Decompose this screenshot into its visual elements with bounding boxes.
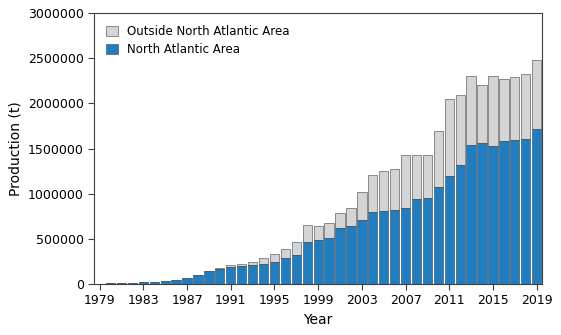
Bar (117, 283, 126, 284)
Bar (324, 223, 334, 238)
Bar (314, 240, 323, 284)
Bar (194, 275, 203, 284)
Bar (423, 155, 432, 198)
Bar (434, 187, 443, 284)
Bar (172, 280, 181, 284)
Bar (368, 175, 378, 212)
Bar (499, 79, 509, 141)
Bar (346, 208, 356, 226)
Bar (379, 171, 388, 211)
Y-axis label: Production (t): Production (t) (8, 101, 22, 196)
Bar (445, 99, 454, 177)
Bar (488, 146, 498, 284)
Bar (401, 155, 410, 208)
Bar (488, 76, 498, 146)
Bar (324, 238, 334, 284)
Bar (292, 242, 301, 255)
Bar (139, 282, 148, 284)
Bar (357, 220, 366, 284)
Bar (357, 192, 366, 220)
Bar (368, 212, 378, 284)
Bar (270, 254, 279, 262)
Bar (226, 267, 236, 284)
Bar (215, 268, 224, 269)
Bar (467, 76, 476, 145)
Bar (204, 271, 214, 284)
Bar (259, 259, 268, 264)
Bar (467, 145, 476, 284)
Bar (477, 85, 487, 143)
Bar (182, 278, 192, 284)
Bar (226, 265, 236, 267)
Bar (128, 283, 137, 284)
Bar (456, 165, 465, 284)
Bar (259, 264, 268, 284)
Bar (510, 140, 519, 284)
Bar (160, 281, 170, 284)
Bar (401, 208, 410, 284)
Bar (390, 210, 399, 284)
Bar (532, 129, 541, 284)
Legend: Outside North Atlantic Area, North Atlantic Area: Outside North Atlantic Area, North Atlan… (100, 19, 296, 62)
Bar (215, 269, 224, 284)
Bar (521, 139, 530, 284)
Bar (237, 264, 246, 266)
Bar (434, 131, 443, 187)
Bar (292, 255, 301, 284)
Bar (248, 265, 257, 284)
Bar (379, 211, 388, 284)
Bar (510, 77, 519, 140)
Bar (456, 95, 465, 165)
Bar (532, 60, 541, 129)
Bar (346, 226, 356, 284)
Bar (280, 259, 290, 284)
Bar (390, 169, 399, 210)
Bar (477, 143, 487, 284)
Bar (150, 282, 159, 284)
Bar (423, 198, 432, 284)
Bar (248, 262, 257, 265)
Bar (237, 266, 246, 284)
Bar (445, 177, 454, 284)
Bar (412, 199, 421, 284)
Bar (314, 226, 323, 240)
Bar (521, 74, 530, 139)
Bar (280, 249, 290, 259)
X-axis label: Year: Year (304, 313, 333, 327)
Bar (335, 213, 344, 228)
Bar (499, 141, 509, 284)
Bar (302, 225, 312, 242)
Bar (270, 262, 279, 284)
Bar (335, 228, 344, 284)
Bar (302, 242, 312, 284)
Bar (412, 155, 421, 199)
